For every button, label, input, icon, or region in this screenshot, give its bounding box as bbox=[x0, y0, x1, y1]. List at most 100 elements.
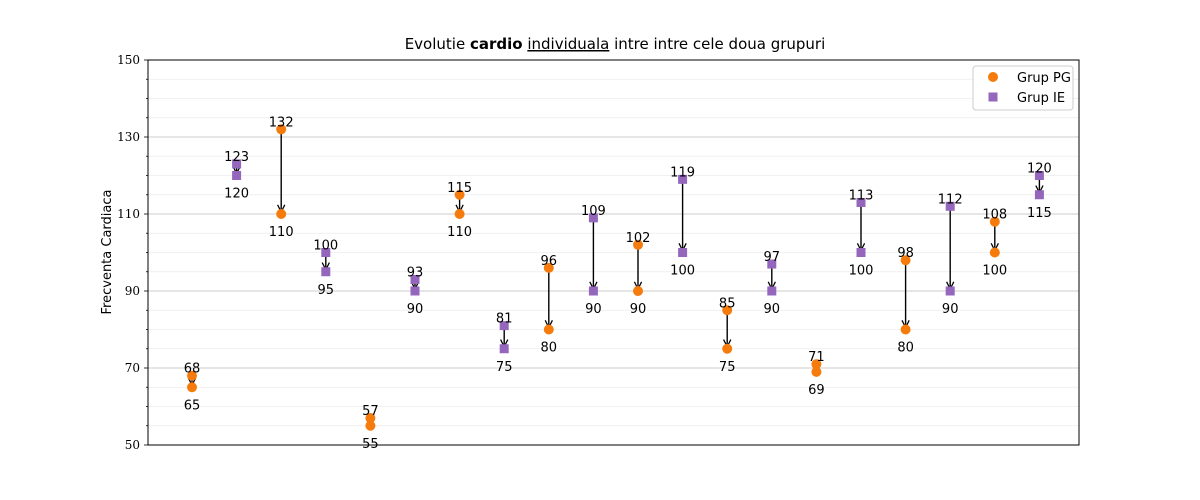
ie-square-marker bbox=[499, 344, 509, 354]
pg-circle-marker bbox=[633, 286, 643, 296]
data-label-before: 98 bbox=[897, 246, 914, 261]
data-label-before: 96 bbox=[541, 254, 558, 269]
ie-square-marker bbox=[410, 274, 420, 284]
ie-square-marker bbox=[410, 286, 420, 296]
data-label-after: 120 bbox=[224, 187, 249, 202]
plot-frame bbox=[147, 59, 1080, 446]
data-label-after: 80 bbox=[897, 341, 914, 356]
legend-label: Grup PG bbox=[1017, 71, 1071, 86]
data-label-before: 57 bbox=[362, 404, 379, 419]
ie-square-marker bbox=[767, 259, 777, 269]
data-label-after: 90 bbox=[630, 302, 647, 317]
y-tick-label: 70 bbox=[125, 361, 140, 375]
pg-circle-marker bbox=[187, 382, 197, 393]
data-label-after: 75 bbox=[496, 360, 513, 375]
data-label-after: 90 bbox=[942, 302, 959, 317]
data-label-after: 100 bbox=[670, 264, 695, 279]
ie-square-marker bbox=[232, 171, 242, 180]
ie-square-marker bbox=[321, 248, 331, 257]
data-label-after: 95 bbox=[318, 283, 335, 298]
data-label-after: 75 bbox=[719, 360, 736, 375]
y-tick-label: 50 bbox=[125, 438, 140, 452]
data-label-before: 112 bbox=[938, 192, 963, 207]
pg-circle-marker bbox=[811, 359, 822, 370]
data-label-before: 123 bbox=[224, 150, 249, 165]
change-arrows bbox=[192, 129, 1039, 423]
data-label-before: 113 bbox=[849, 188, 874, 203]
data-label-before: 108 bbox=[982, 208, 1007, 223]
data-label-after: 55 bbox=[362, 437, 379, 452]
pg-circle-marker bbox=[276, 209, 287, 219]
chart-title: Evolutie cardio individuala intre intre … bbox=[405, 35, 826, 53]
pg-circle-marker bbox=[811, 366, 822, 377]
pg-circle-marker bbox=[900, 324, 911, 335]
data-label-before: 93 bbox=[407, 265, 424, 280]
pg-circle-marker bbox=[989, 247, 1000, 258]
pg-circle-marker bbox=[454, 209, 465, 219]
ie-square-marker bbox=[856, 248, 866, 257]
data-label-after: 100 bbox=[849, 264, 874, 279]
pg-circle-marker bbox=[633, 239, 643, 250]
pg-circle-marker bbox=[543, 324, 554, 335]
data-label-before: 109 bbox=[581, 204, 606, 219]
data-label-before: 119 bbox=[670, 165, 695, 180]
ie-square-marker bbox=[678, 248, 688, 257]
data-label-before: 68 bbox=[184, 362, 201, 377]
pg-circle-marker bbox=[543, 262, 554, 273]
y-axis: 50 70 90 110 130 150 bbox=[117, 53, 148, 452]
data-label-before: 120 bbox=[1027, 162, 1052, 177]
pg-circle-marker bbox=[365, 420, 376, 431]
pg-circle-marker bbox=[276, 124, 287, 135]
ie-square-marker bbox=[678, 174, 688, 184]
data-label-before: 97 bbox=[764, 250, 781, 265]
y-tick-label: 110 bbox=[117, 207, 140, 221]
ie-square-marker bbox=[232, 159, 242, 169]
ie-square-marker bbox=[767, 286, 777, 296]
data-label-after: 100 bbox=[982, 264, 1007, 279]
pg-circle-marker bbox=[454, 189, 465, 200]
ie-square-marker bbox=[945, 286, 955, 296]
ie-square-marker bbox=[856, 197, 866, 207]
data-label-after: 90 bbox=[764, 302, 781, 317]
data-label-after: 65 bbox=[184, 398, 201, 413]
data-label-after: 115 bbox=[1027, 206, 1052, 221]
data-label-before: 102 bbox=[626, 231, 651, 246]
pg-circle-marker bbox=[722, 343, 733, 354]
pg-circle-marker bbox=[722, 305, 733, 316]
ie-square-marker bbox=[588, 213, 598, 223]
legend: Grup PG Grup IE bbox=[972, 65, 1074, 111]
data-label-before: 132 bbox=[269, 115, 294, 130]
data-label-before: 81 bbox=[496, 312, 513, 327]
title-part: individuala bbox=[527, 35, 609, 53]
ie-square-marker bbox=[588, 286, 598, 296]
data-label-before: 85 bbox=[719, 296, 736, 311]
ie-square-marker bbox=[321, 267, 331, 277]
title-part: Evolutie bbox=[405, 35, 470, 53]
data-labels: 68 65 123 120 132 110 100 95 57 55 93 90 115 110 81 75 9… bbox=[184, 115, 1052, 451]
pg-circle-marker bbox=[989, 216, 1000, 227]
title-part: intre intre cele doua grupuri bbox=[609, 35, 825, 53]
ie-square-marker bbox=[1034, 171, 1044, 180]
data-label-after: 110 bbox=[269, 225, 294, 240]
data-markers bbox=[187, 124, 1044, 431]
y-axis-label: Frecventa Cardiaca bbox=[100, 190, 115, 315]
data-label-before: 71 bbox=[808, 350, 825, 365]
y-tick-label: 150 bbox=[117, 53, 140, 67]
pg-circle-marker bbox=[365, 413, 376, 424]
legend-ie-marker bbox=[988, 92, 998, 102]
data-label-after: 90 bbox=[585, 302, 602, 317]
legend-label: Grup IE bbox=[1017, 91, 1065, 106]
data-label-after: 80 bbox=[541, 341, 558, 356]
ie-square-marker bbox=[1034, 190, 1044, 200]
title-part: cardio bbox=[470, 35, 523, 53]
data-label-after: 110 bbox=[447, 225, 472, 240]
y-tick-label: 130 bbox=[117, 130, 140, 144]
data-label-after: 69 bbox=[808, 383, 825, 398]
ie-square-marker bbox=[499, 321, 509, 331]
grid-lines bbox=[148, 78, 1079, 427]
legend-pg-marker bbox=[988, 72, 998, 82]
pg-circle-marker bbox=[187, 370, 197, 381]
pg-circle-marker bbox=[900, 255, 911, 266]
ie-square-marker bbox=[945, 201, 955, 211]
